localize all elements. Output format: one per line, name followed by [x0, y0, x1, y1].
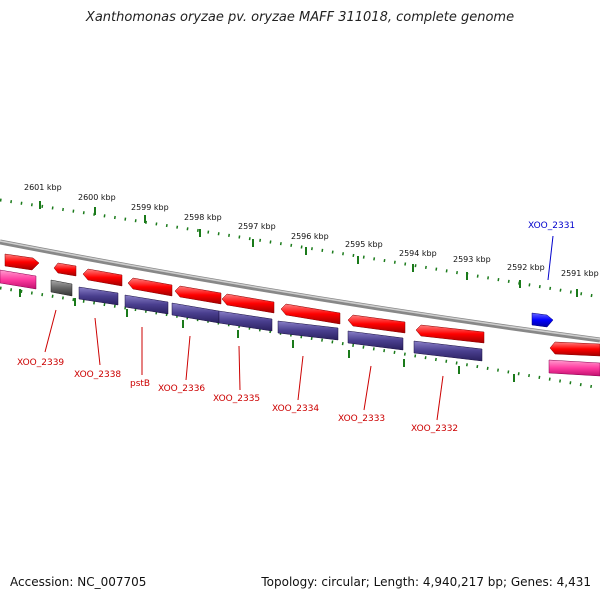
gene-arrow[interactable]: [280, 303, 341, 325]
genome-title: Xanthomonas oryzae pv. oryzae MAFF 31101…: [85, 10, 515, 25]
genome-summary: Topology: circular; Length: 4,940,217 bp…: [261, 575, 591, 589]
outer-major-ticks: [39, 201, 578, 297]
gene-arrow-xoo-2331[interactable]: [531, 312, 554, 328]
gene-leader-line-blue: [547, 235, 554, 281]
gene-arrow[interactable]: [221, 293, 275, 314]
gene-label[interactable]: XOO_2338: [74, 370, 121, 380]
gene-label-blue[interactable]: XOO_2331: [528, 221, 575, 231]
gene-labels: XOO_2339 XOO_2338 pstB XOO_2336 XOO_2335…: [17, 221, 575, 434]
accession-label: Accession: NC_007705: [10, 575, 147, 589]
kbp-labels: 2601 kbp 2600 kbp 2599 kbp 2598 kbp 2597…: [24, 183, 599, 278]
genome-backbone: [0, 239, 600, 343]
rna-feature[interactable]: [548, 359, 600, 377]
kbp-label: 2591 kbp: [561, 269, 599, 278]
gene-block[interactable]: [413, 340, 483, 362]
gene-label[interactable]: XOO_2339: [17, 358, 64, 368]
kbp-label: 2594 kbp: [399, 249, 437, 258]
gene-label[interactable]: XOO_2332: [411, 424, 458, 434]
kbp-label: 2601 kbp: [24, 183, 62, 192]
gene-arrow[interactable]: [549, 341, 600, 357]
genome-backbone-highlight: [0, 240, 600, 340]
rna-feature[interactable]: [0, 269, 37, 290]
kbp-label: 2595 kbp: [345, 240, 383, 249]
gene-label[interactable]: XOO_2334: [272, 404, 319, 414]
gene-block[interactable]: [78, 286, 119, 306]
gene-leader-lines: [44, 309, 444, 421]
kbp-label: 2596 kbp: [291, 232, 329, 241]
gene-label[interactable]: XOO_2335: [213, 394, 260, 404]
gene-label[interactable]: XOO_2333: [338, 414, 385, 424]
gene-block[interactable]: [277, 320, 339, 341]
gene-block[interactable]: [124, 294, 169, 315]
inner-major-ticks: [19, 289, 515, 382]
outer-tick-ruler: [0, 198, 600, 299]
gene-label[interactable]: XOO_2336: [158, 384, 205, 394]
gene-block[interactable]: [218, 310, 273, 332]
kbp-label: 2600 kbp: [78, 193, 116, 202]
gene-block[interactable]: [171, 302, 220, 324]
kbp-label: 2599 kbp: [131, 203, 169, 212]
forward-strand-genes: [4, 253, 600, 357]
gene-arrow[interactable]: [53, 262, 77, 277]
gene-arrow[interactable]: [4, 253, 40, 271]
pseudo-gene[interactable]: [50, 279, 73, 297]
gene-arrow[interactable]: [82, 268, 123, 287]
kbp-label: 2598 kbp: [184, 213, 222, 222]
gene-label[interactable]: pstB: [130, 379, 150, 389]
kbp-label: 2592 kbp: [507, 263, 545, 272]
inner-tick-ruler: [0, 286, 600, 390]
gene-arrow[interactable]: [415, 324, 485, 344]
gene-arrow[interactable]: [127, 277, 173, 297]
gene-block[interactable]: [347, 330, 404, 351]
kbp-label: 2593 kbp: [453, 255, 491, 264]
gene-arrow[interactable]: [174, 285, 222, 305]
gene-arrow[interactable]: [347, 314, 406, 334]
reverse-strand-genes: [0, 269, 600, 377]
kbp-label: 2597 kbp: [238, 222, 276, 231]
